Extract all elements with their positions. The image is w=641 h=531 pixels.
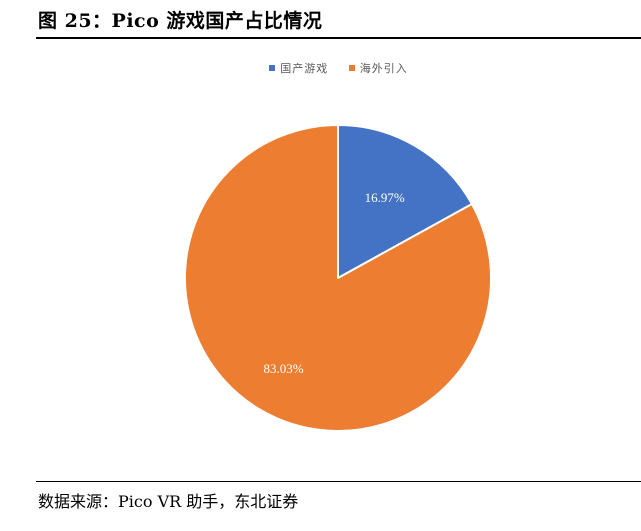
chart-legend: 国产游戏 海外引入	[36, 60, 641, 76]
figure-title: 图 25：Pico 游戏国产占比情况	[38, 10, 323, 32]
legend-swatch-domestic	[269, 65, 276, 71]
legend-swatch-overseas	[348, 65, 355, 71]
source-note: 数据来源：Pico VR 助手，东北证券	[38, 492, 299, 511]
data-label-overseas: 83.03%	[264, 361, 304, 376]
pie-slice-domestic	[337, 124, 473, 279]
data-label-domestic: 16.97%	[365, 190, 405, 205]
source-rule	[36, 481, 641, 482]
pie-svg: 16.97% 83.03%	[184, 124, 492, 432]
pie-chart: 国产游戏 海外引入 16.97% 83.03%	[36, 40, 641, 480]
legend-item-overseas: 海外引入	[348, 60, 408, 76]
pie-slice-overseas	[184, 124, 492, 432]
legend-label-domestic: 国产游戏	[280, 62, 329, 75]
legend-item-domestic: 国产游戏	[269, 60, 328, 76]
legend-label-overseas: 海外引入	[359, 62, 408, 75]
title-rule	[36, 37, 641, 39]
